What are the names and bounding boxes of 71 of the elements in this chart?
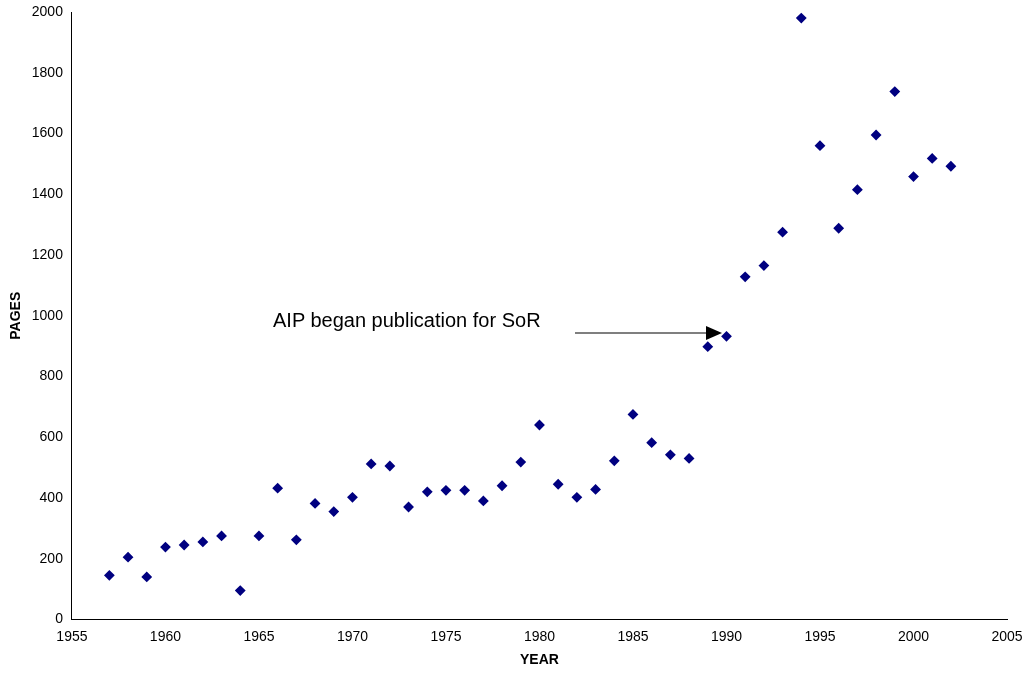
point	[366, 458, 377, 469]
point	[571, 492, 582, 503]
point	[197, 536, 208, 547]
point	[777, 227, 788, 238]
point	[179, 539, 190, 550]
x-tick-label: 1985	[617, 627, 649, 644]
point	[721, 331, 732, 342]
point	[646, 437, 657, 448]
x-tick-label: 1970	[336, 627, 369, 644]
point	[852, 184, 863, 195]
point	[310, 498, 321, 509]
point	[684, 453, 695, 464]
y-tick-label: 1200	[31, 245, 64, 262]
x-axis-title: YEAR	[520, 651, 559, 668]
point	[141, 571, 152, 582]
point	[740, 271, 751, 282]
point	[347, 492, 358, 503]
point	[160, 542, 171, 553]
point	[945, 161, 956, 172]
y-tick-label: 0	[55, 610, 64, 627]
y-tick-label: 1800	[31, 63, 64, 80]
point	[422, 486, 433, 497]
point	[123, 552, 134, 563]
y-tick-label: 2000	[31, 2, 64, 19]
point	[833, 223, 844, 234]
point	[871, 130, 882, 140]
point	[908, 171, 919, 182]
point	[328, 506, 339, 517]
point	[609, 455, 620, 466]
point	[253, 530, 264, 541]
y-tick-label: 200	[39, 549, 64, 566]
point	[590, 484, 601, 495]
point	[272, 483, 283, 494]
point	[216, 530, 227, 541]
point	[235, 585, 246, 596]
y-tick-label: 1400	[31, 185, 64, 202]
x-tick-label: 2000	[897, 627, 930, 644]
point	[515, 457, 526, 468]
point	[627, 409, 638, 420]
point	[796, 13, 807, 24]
point	[758, 260, 769, 271]
y-tick-label: 400	[39, 488, 64, 505]
y-tick-label: 800	[39, 367, 64, 384]
point	[440, 485, 451, 496]
point	[403, 502, 414, 513]
y-tick-label: 1600	[31, 124, 64, 141]
x-tick-label: 1975	[430, 627, 462, 644]
annotation: AIP began publication for SoR	[273, 308, 541, 331]
x-tick-label: 1965	[243, 627, 275, 644]
point	[291, 534, 302, 545]
x-tick-label: 1960	[149, 627, 182, 644]
point	[553, 479, 564, 490]
x-tick-label: 1955	[56, 627, 88, 644]
point	[478, 495, 489, 506]
point	[665, 449, 676, 460]
point	[104, 570, 115, 581]
y-tick-label: 1000	[31, 306, 64, 323]
point	[814, 140, 825, 151]
x-tick-label: 1980	[523, 627, 556, 644]
point	[927, 153, 938, 164]
x-tick-label: 2005	[991, 627, 1023, 644]
y-tick-label: 600	[39, 428, 64, 445]
point	[889, 86, 900, 97]
point	[534, 420, 545, 431]
y-axis-title: PAGES	[7, 291, 24, 340]
point	[497, 480, 508, 491]
point	[459, 485, 470, 496]
x-tick-label: 1995	[804, 627, 836, 644]
point	[702, 341, 713, 352]
point	[384, 461, 395, 472]
x-tick-label: 1990	[710, 627, 743, 644]
